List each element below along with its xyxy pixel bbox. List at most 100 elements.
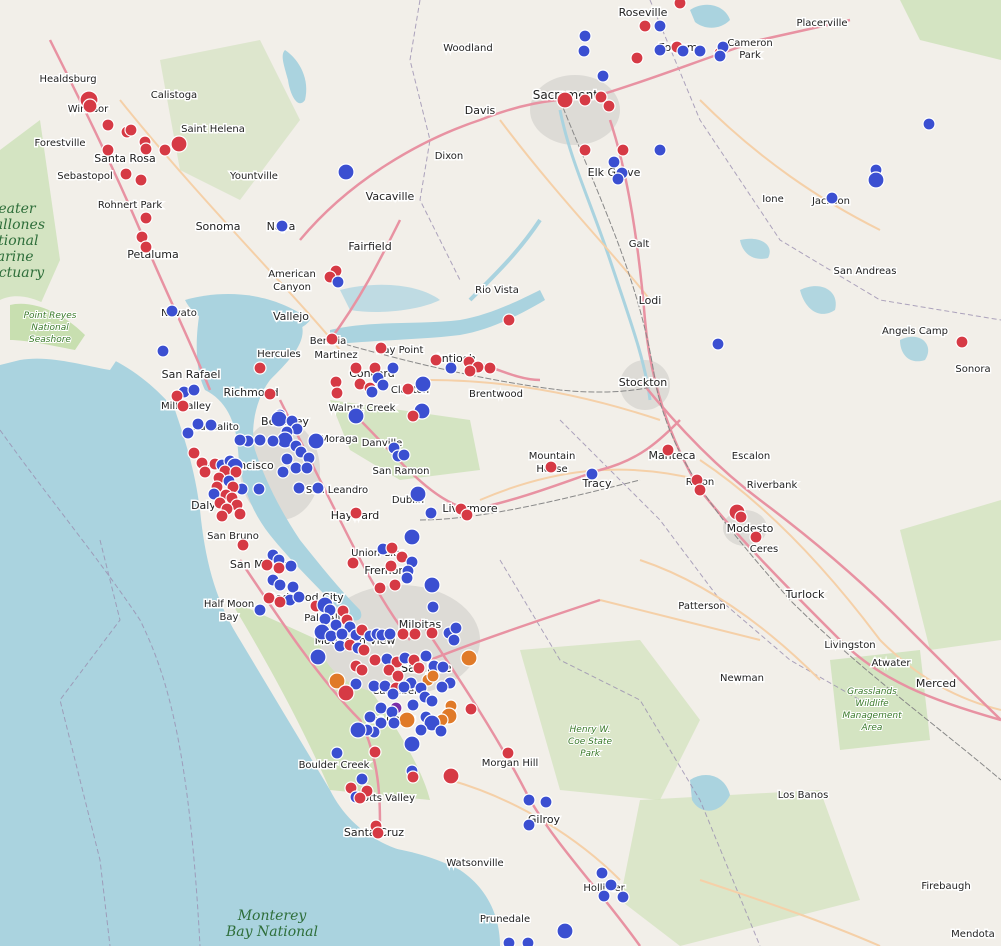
map-marker-blue[interactable] [447, 633, 461, 647]
map-marker-red[interactable] [139, 240, 153, 254]
map-marker-blue[interactable] [324, 629, 338, 643]
map-marker-red[interactable] [388, 578, 402, 592]
map-marker-blue[interactable] [270, 410, 288, 428]
map-marker-blue[interactable] [204, 418, 218, 432]
map-marker-blue[interactable] [349, 677, 363, 691]
map-marker-blue[interactable] [252, 482, 266, 496]
map-marker-red[interactable] [396, 627, 410, 641]
map-marker-blue[interactable] [577, 44, 591, 58]
map-marker-blue[interactable] [419, 649, 433, 663]
map-marker-blue[interactable] [385, 705, 399, 719]
map-marker-blue[interactable] [406, 698, 420, 712]
map-marker-blue[interactable] [275, 219, 289, 233]
map-marker-blue[interactable] [539, 795, 553, 809]
map-marker-blue[interactable] [273, 578, 287, 592]
map-marker-blue[interactable] [165, 304, 179, 318]
map-marker-blue[interactable] [653, 19, 667, 33]
map-marker-red[interactable] [349, 506, 363, 520]
map-marker-blue[interactable] [867, 171, 885, 189]
map-marker-red[interactable] [262, 591, 276, 605]
map-marker-blue[interactable] [676, 44, 690, 58]
map-marker-red[interactable] [429, 353, 443, 367]
map-marker-blue[interactable] [383, 627, 397, 641]
map-marker-red[interactable] [955, 335, 969, 349]
map-marker-blue[interactable] [335, 627, 349, 641]
map-marker-red[interactable] [578, 93, 592, 107]
map-marker-blue[interactable] [434, 724, 448, 738]
map-marker-red[interactable] [215, 509, 229, 523]
map-marker-red[interactable] [412, 661, 426, 675]
map-marker-red[interactable] [170, 389, 184, 403]
map-marker-blue[interactable] [191, 417, 205, 431]
map-marker-red[interactable] [353, 791, 367, 805]
map-marker-red[interactable] [749, 530, 763, 544]
map-marker-blue[interactable] [444, 361, 458, 375]
map-marker-red[interactable] [602, 99, 616, 113]
map-marker-red[interactable] [693, 483, 707, 497]
map-marker-blue[interactable] [436, 660, 450, 674]
map-marker-red[interactable] [464, 702, 478, 716]
map-marker-red[interactable] [139, 211, 153, 225]
map-marker-orange[interactable] [460, 649, 478, 667]
map-marker-blue[interactable] [595, 866, 609, 880]
map-marker-red[interactable] [544, 460, 558, 474]
map-marker-blue[interactable] [367, 679, 381, 693]
map-marker-blue[interactable] [286, 580, 300, 594]
map-marker-blue[interactable] [307, 432, 325, 450]
map-marker-blue[interactable] [578, 29, 592, 43]
map-marker-blue[interactable] [414, 723, 428, 737]
map-marker-blue[interactable] [374, 701, 388, 715]
map-marker-blue[interactable] [280, 452, 294, 466]
map-marker-red[interactable] [346, 556, 360, 570]
map-marker-red[interactable] [134, 173, 148, 187]
map-marker-blue[interactable] [300, 461, 314, 475]
map-marker-blue[interactable] [521, 936, 535, 946]
map-marker-red[interactable] [272, 561, 286, 575]
map-marker-red[interactable] [355, 663, 369, 677]
map-marker-red[interactable] [368, 745, 382, 759]
map-marker-blue[interactable] [253, 603, 267, 617]
map-marker-blue[interactable] [424, 506, 438, 520]
map-marker-red[interactable] [401, 382, 415, 396]
map-marker-red[interactable] [325, 332, 339, 346]
map-marker-blue[interactable] [713, 49, 727, 63]
map-marker-blue[interactable] [374, 716, 388, 730]
map-marker-red[interactable] [357, 643, 371, 657]
map-marker-blue[interactable] [233, 433, 247, 447]
map-marker-blue[interactable] [329, 618, 343, 632]
map-marker-blue[interactable] [318, 612, 332, 626]
map-marker-blue[interactable] [522, 818, 536, 832]
map-marker-blue[interactable] [181, 426, 195, 440]
map-marker-blue[interactable] [425, 694, 439, 708]
map-marker-red[interactable] [385, 541, 399, 555]
map-marker-red[interactable] [425, 626, 439, 640]
map-marker-red[interactable] [176, 399, 190, 413]
map-marker-blue[interactable] [556, 922, 574, 940]
map-marker-blue[interactable] [585, 467, 599, 481]
map-marker-blue[interactable] [330, 746, 344, 760]
map-marker-blue[interactable] [693, 44, 707, 58]
map-marker-blue[interactable] [311, 481, 325, 495]
map-marker-blue[interactable] [347, 407, 365, 425]
map-marker-blue[interactable] [276, 465, 290, 479]
map-marker-red[interactable] [101, 118, 115, 132]
map-marker-blue[interactable] [309, 648, 327, 666]
map-marker-blue[interactable] [403, 528, 421, 546]
map-marker-red[interactable] [273, 595, 287, 609]
map-marker-blue[interactable] [337, 163, 355, 181]
map-marker-blue[interactable] [653, 43, 667, 57]
map-marker-red[interactable] [82, 98, 98, 114]
map-marker-red[interactable] [229, 465, 243, 479]
map-marker-red[interactable] [368, 653, 382, 667]
map-marker-red[interactable] [170, 135, 188, 153]
map-marker-red[interactable] [373, 581, 387, 595]
map-marker-blue[interactable] [711, 337, 725, 351]
map-marker-red[interactable] [337, 684, 355, 702]
map-marker-blue[interactable] [403, 735, 421, 753]
map-marker-red[interactable] [460, 508, 474, 522]
map-marker-red[interactable] [734, 510, 748, 524]
map-marker-red[interactable] [406, 409, 420, 423]
map-marker-orange[interactable] [426, 669, 440, 683]
map-marker-blue[interactable] [289, 461, 303, 475]
